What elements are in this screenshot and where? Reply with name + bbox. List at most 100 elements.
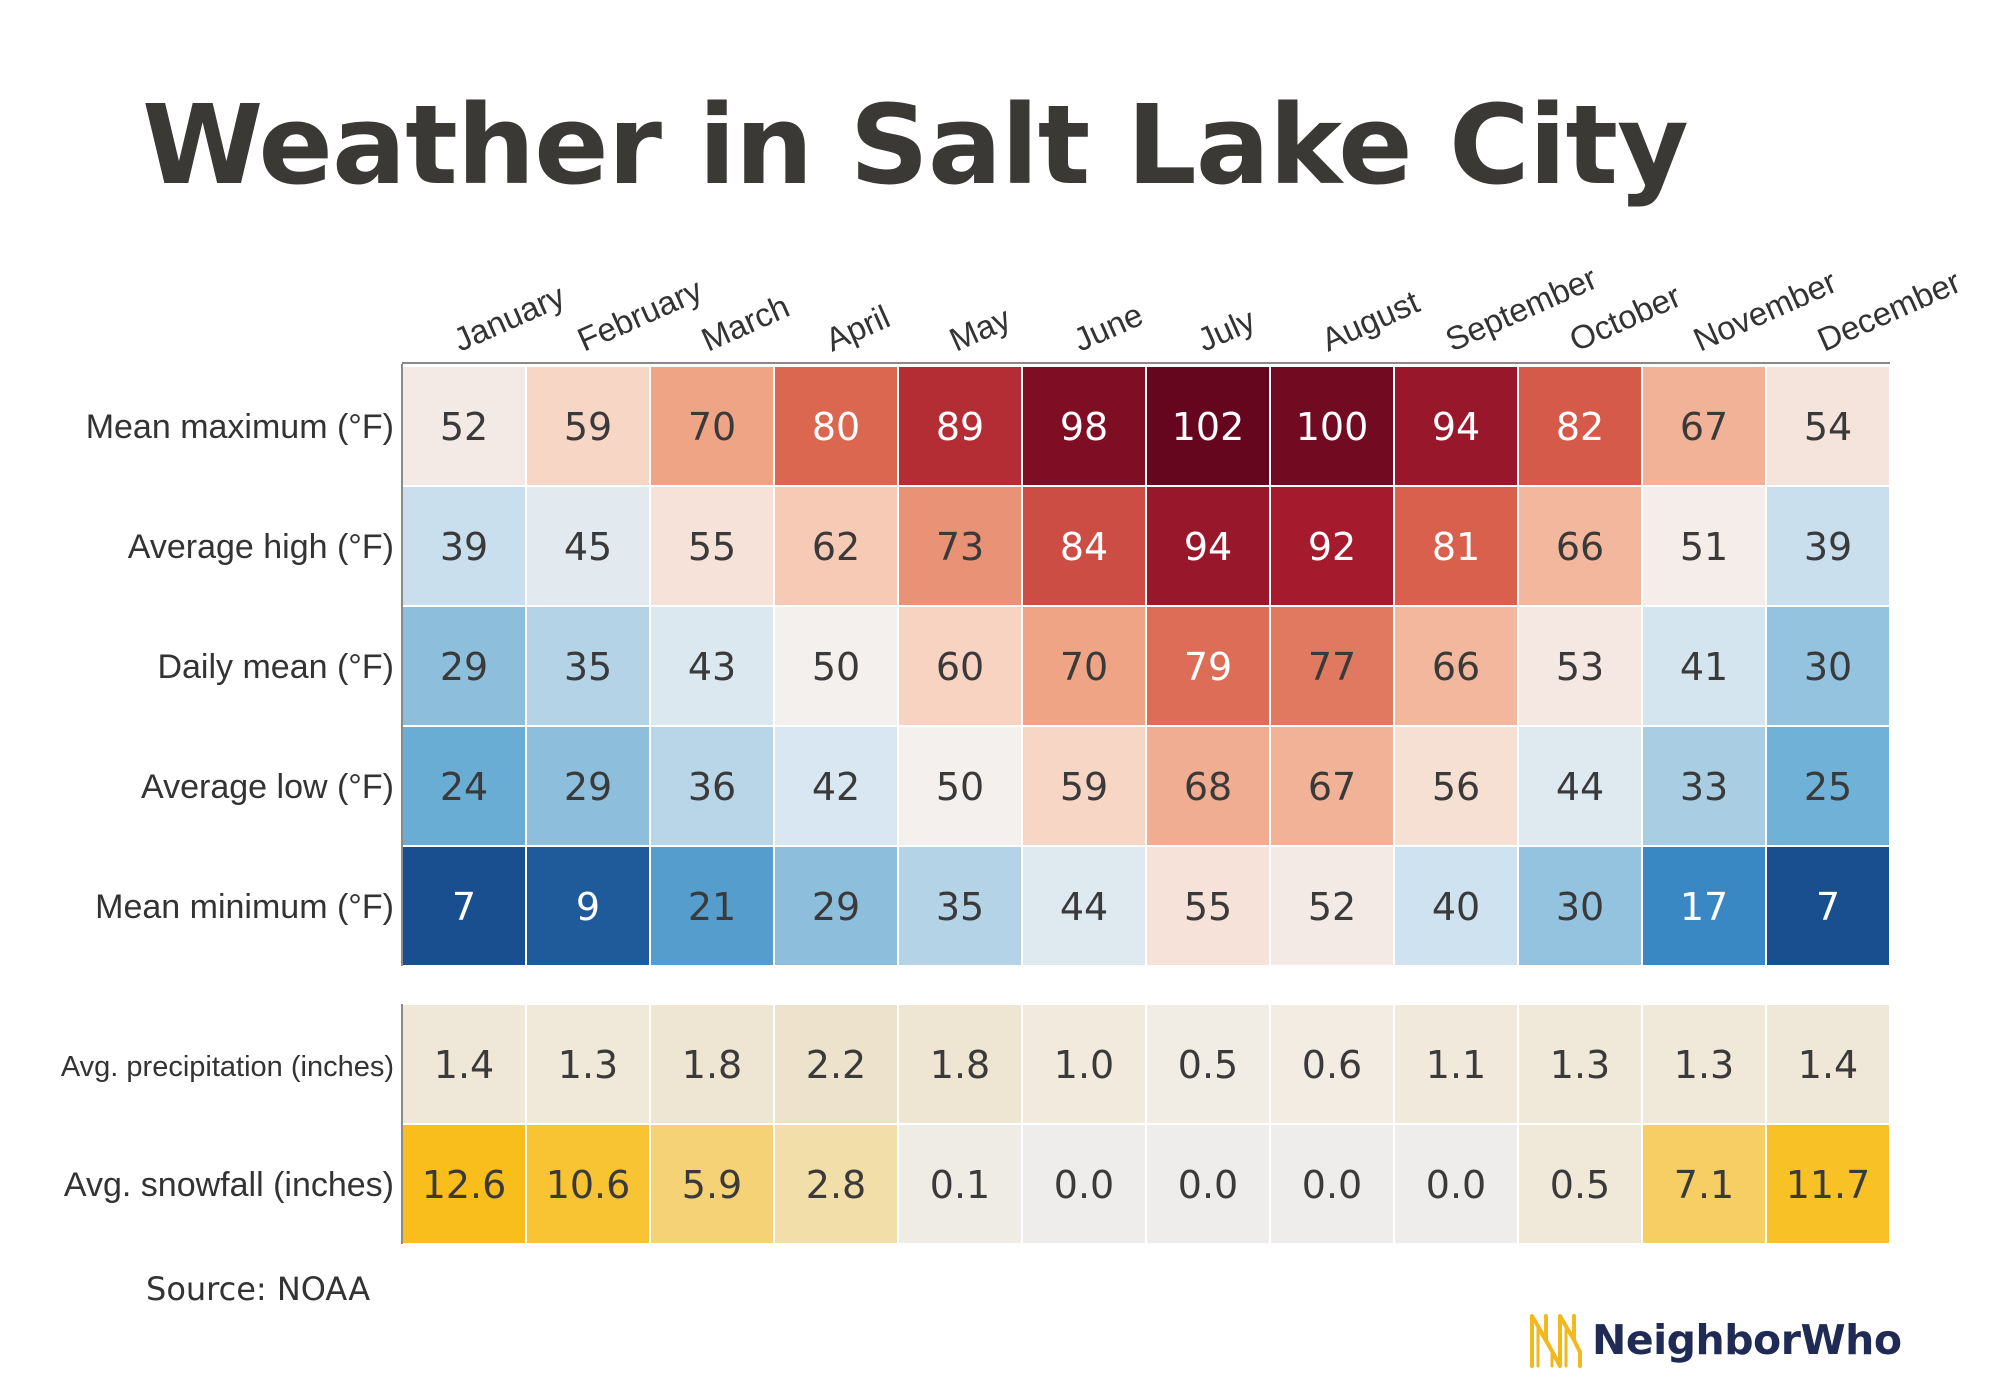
heatmap-cell — [1395, 1005, 1517, 1123]
heatmap-cell — [1147, 847, 1269, 965]
heatmap-cell — [1519, 847, 1641, 965]
brand-name: NeighborWho — [1592, 1316, 1902, 1364]
column-header-february: February — [572, 271, 708, 359]
cell-value-label: 67 — [1308, 765, 1356, 809]
heatmap-cell — [1271, 607, 1393, 725]
cell-value-label: 7 — [1816, 885, 1840, 929]
heatmap-cell — [1023, 367, 1145, 485]
heatmap-cell — [1519, 367, 1641, 485]
cell-value-label: 45 — [564, 525, 612, 569]
heatmap-cell — [1643, 367, 1765, 485]
heatmap-cell — [1395, 847, 1517, 965]
heatmap-cell — [1271, 1125, 1393, 1243]
cell-value-label: 21 — [688, 885, 736, 929]
cell-value-label: 98 — [1060, 405, 1108, 449]
heatmap-cell — [775, 847, 897, 965]
column-header-january: January — [448, 277, 571, 359]
heatmap-cell — [775, 487, 897, 605]
heatmap-cell — [403, 1005, 525, 1123]
heatmap-cell — [1395, 487, 1517, 605]
heatmap-cell — [1643, 727, 1765, 845]
column-header-november: November — [1688, 263, 1842, 359]
heatmap-cell — [1519, 727, 1641, 845]
cell-value-label: 1.3 — [558, 1043, 618, 1087]
cell-value-label: 81 — [1432, 525, 1480, 569]
row-label-avg-precipitation-inches: Avg. precipitation (inches) — [61, 1051, 394, 1083]
heatmap-cell — [651, 727, 773, 845]
heatmap-cell — [1395, 727, 1517, 845]
cell-value-label: 0.0 — [1302, 1163, 1362, 1207]
heatmap-cell — [1271, 727, 1393, 845]
heatmap-cell — [899, 847, 1021, 965]
cell-value-label: 77 — [1308, 645, 1356, 689]
cell-value-label: 10.6 — [546, 1163, 631, 1207]
cell-value-label: 29 — [440, 645, 488, 689]
heatmap-cell — [1395, 1125, 1517, 1243]
column-header-july: July — [1192, 301, 1261, 359]
heatmap-cell — [1023, 1005, 1145, 1123]
heatmap-cell — [1767, 607, 1889, 725]
row-label-average-low-f: Average low (°F) — [141, 768, 394, 806]
heatmap-cell — [527, 1005, 649, 1123]
cell-value-label: 35 — [564, 645, 612, 689]
cell-value-label: 44 — [1556, 765, 1604, 809]
row-label-mean-minimum-f: Mean minimum (°F) — [95, 888, 394, 926]
heatmap-cell — [651, 607, 773, 725]
row-label-average-high-f: Average high (°F) — [128, 528, 394, 566]
cell-value-label: 7.1 — [1674, 1163, 1734, 1207]
cell-value-label: 5.9 — [682, 1163, 742, 1207]
cell-value-label: 56 — [1432, 765, 1480, 809]
heatmap-cell — [1023, 847, 1145, 965]
heatmap-cell — [651, 1005, 773, 1123]
heatmap-cell — [527, 607, 649, 725]
column-header-april: April — [820, 298, 895, 359]
heatmap-cell — [775, 727, 897, 845]
heatmap-cell — [403, 487, 525, 605]
heatmap-cell — [1643, 487, 1765, 605]
column-header-december: December — [1812, 263, 1966, 359]
cell-value-label: 1.3 — [1674, 1043, 1734, 1087]
heatmap-cell — [899, 1005, 1021, 1123]
heatmap-cell — [651, 487, 773, 605]
heatmap-cell — [1023, 1125, 1145, 1243]
cell-value-label: 84 — [1060, 525, 1108, 569]
heatmap-cell — [1395, 367, 1517, 485]
heatmap-cell — [1147, 367, 1269, 485]
cell-value-label: 44 — [1060, 885, 1108, 929]
cell-value-label: 42 — [812, 765, 860, 809]
heatmap-cell — [775, 1125, 897, 1243]
cell-value-label: 1.4 — [434, 1043, 494, 1087]
cell-value-label: 52 — [1308, 885, 1356, 929]
heatmap-cell — [1147, 487, 1269, 605]
cell-value-label: 1.1 — [1426, 1043, 1486, 1087]
heatmap-cell — [1643, 607, 1765, 725]
column-header-june: June — [1068, 295, 1148, 358]
column-header-august: August — [1316, 283, 1425, 359]
cell-value-label: 35 — [936, 885, 984, 929]
cell-value-label: 1.0 — [1054, 1043, 1114, 1087]
heatmap-cell — [1519, 487, 1641, 605]
row-label-daily-mean-f: Daily mean (°F) — [157, 648, 394, 686]
cell-value-label: 70 — [688, 405, 736, 449]
cell-value-label: 0.0 — [1054, 1163, 1114, 1207]
neighborwho-logo-icon — [1530, 1314, 1582, 1368]
cell-value-label: 25 — [1804, 765, 1852, 809]
cell-value-label: 59 — [1060, 765, 1108, 809]
heatmap-cell — [403, 847, 525, 965]
heatmap-cell — [1643, 1005, 1765, 1123]
heatmap-cell — [1271, 847, 1393, 965]
column-header-may: May — [944, 299, 1016, 358]
heatmap-cell — [1147, 1005, 1269, 1123]
chart-title: Weather in Salt Lake City — [142, 81, 1689, 209]
heatmap-cell — [651, 1125, 773, 1243]
heatmap-cell — [1147, 727, 1269, 845]
heatmap-cell — [403, 607, 525, 725]
heatmap-cell — [1767, 1125, 1889, 1243]
heatmap-cell — [403, 1125, 525, 1243]
heatmap-cell — [1023, 607, 1145, 725]
cell-value-label: 30 — [1804, 645, 1852, 689]
heatmap-cell — [1643, 1125, 1765, 1243]
heatmap-cell — [1395, 607, 1517, 725]
cell-value-label: 54 — [1804, 405, 1852, 449]
